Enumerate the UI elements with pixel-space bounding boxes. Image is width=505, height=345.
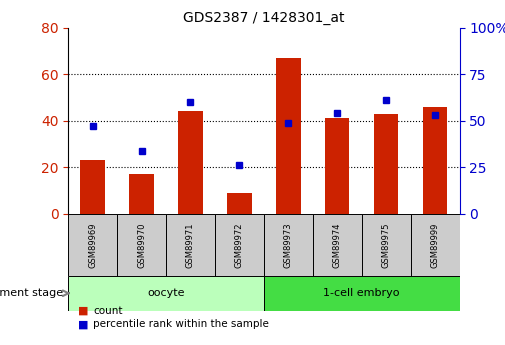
Text: GSM89970: GSM89970: [137, 222, 146, 268]
Bar: [325, 118, 349, 214]
Text: GSM89974: GSM89974: [333, 222, 342, 268]
Bar: [264, 214, 313, 276]
Text: count: count: [93, 306, 123, 315]
Text: GSM89975: GSM89975: [382, 222, 391, 268]
Bar: [68, 214, 117, 276]
Bar: [411, 214, 460, 276]
Bar: [423, 107, 447, 214]
Bar: [117, 214, 166, 276]
Text: GSM89969: GSM89969: [88, 222, 97, 268]
Text: percentile rank within the sample: percentile rank within the sample: [93, 319, 269, 329]
Text: development stage: development stage: [0, 288, 63, 298]
Text: ■: ■: [78, 319, 89, 329]
Text: ■: ■: [78, 306, 89, 315]
Bar: [166, 214, 215, 276]
Text: GSM89973: GSM89973: [284, 222, 293, 268]
Text: oocyte: oocyte: [147, 288, 185, 298]
Bar: [264, 276, 460, 310]
Text: GSM89972: GSM89972: [235, 222, 244, 268]
Bar: [68, 276, 264, 310]
Title: GDS2387 / 1428301_at: GDS2387 / 1428301_at: [183, 11, 344, 25]
Bar: [276, 58, 300, 214]
Bar: [374, 114, 398, 214]
Bar: [313, 214, 362, 276]
Bar: [80, 160, 105, 214]
Bar: [215, 214, 264, 276]
Bar: [227, 193, 251, 214]
Bar: [178, 111, 203, 214]
Bar: [129, 174, 154, 214]
Text: GSM89971: GSM89971: [186, 222, 195, 268]
Text: GSM89999: GSM89999: [431, 222, 439, 268]
Bar: [362, 214, 411, 276]
Text: 1-cell embryo: 1-cell embryo: [324, 288, 400, 298]
